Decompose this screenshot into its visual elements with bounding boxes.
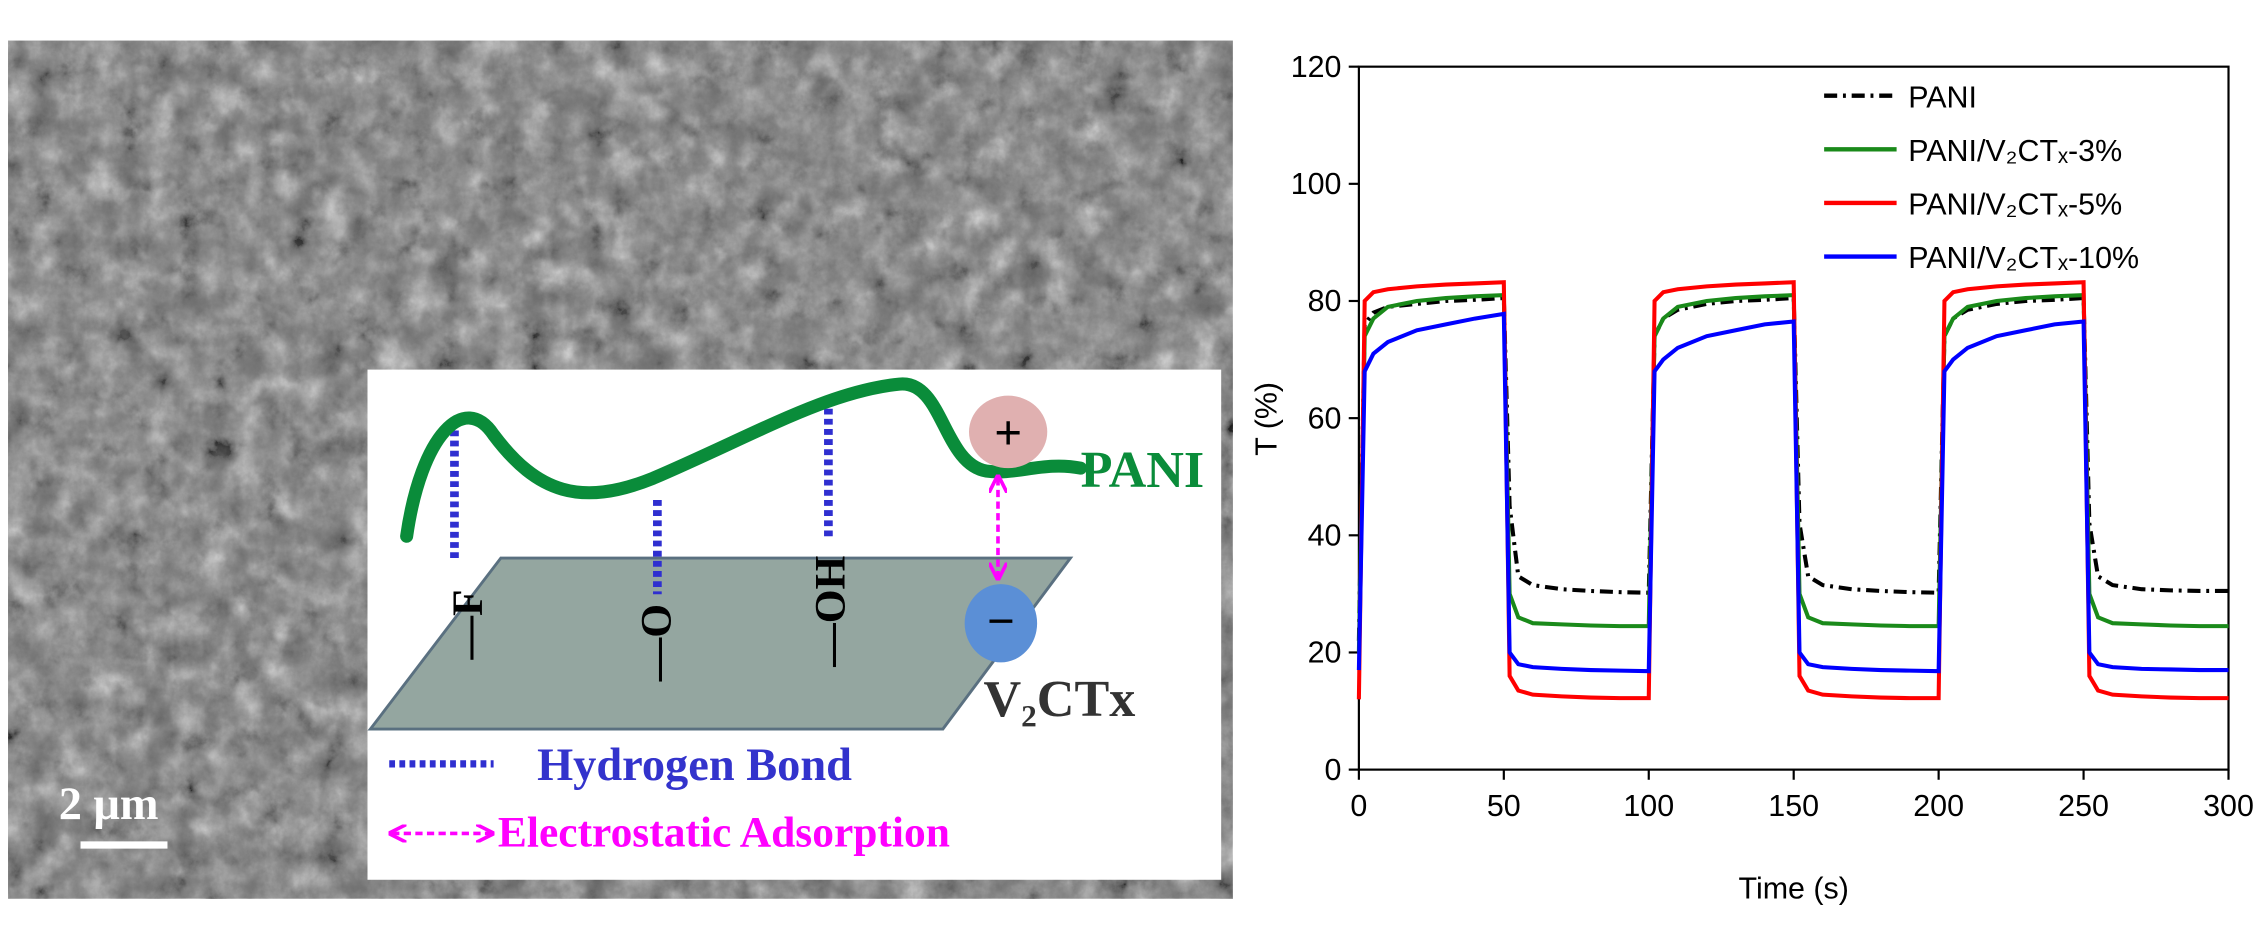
group-label: —OH	[806, 555, 854, 667]
pani-chain	[400, 377, 1088, 543]
legend-label: PANI	[1908, 80, 1977, 114]
y-tick-label: 120	[1291, 50, 1342, 84]
y-tick-label: 100	[1291, 167, 1342, 201]
positive-charge	[968, 395, 1048, 469]
y-tick-label: 20	[1308, 636, 1342, 670]
x-tick-label: 150	[1768, 789, 1819, 823]
pani-label: PANI	[1081, 442, 1205, 499]
x-tick-label: 50	[1487, 789, 1521, 823]
data-line	[1356, 280, 2229, 701]
x-tick-label: 100	[1623, 789, 1674, 823]
scale-bar-label: 2 μm	[59, 779, 159, 830]
x-tick-label: 300	[2203, 789, 2254, 823]
negative-sign: −	[987, 594, 1015, 649]
hydrogen-bonds	[450, 408, 833, 595]
legend-label: PANI/V₂CTₓ-10%	[1908, 241, 2139, 275]
data-line	[1356, 311, 2229, 674]
y-tick-label: 80	[1308, 284, 1342, 318]
legend-hbond: Hydrogen Bond	[537, 740, 852, 791]
y-tick-label: 60	[1308, 401, 1342, 435]
y-tick-label: 0	[1325, 753, 1342, 787]
legend-electrostatic: Electrostatic Adsorption	[498, 808, 950, 856]
negative-charge	[964, 584, 1038, 663]
group-label: —F	[444, 589, 492, 660]
x-tick-label: 200	[1913, 789, 1964, 823]
substrate-sheet	[367, 556, 1074, 731]
legend-label: PANI/V₂CTₓ-3%	[1908, 134, 2122, 168]
x-tick-label: 0	[1350, 789, 1367, 823]
x-tick-label: 250	[2058, 789, 2109, 823]
group-label: —O	[632, 604, 680, 682]
substrate-label: V₂CTx	[983, 671, 1135, 728]
y-tick-label: 40	[1308, 518, 1342, 552]
y-axis-title: T (%)	[1249, 382, 1283, 456]
legend-label: PANI/V₂CTₓ-5%	[1908, 188, 2122, 222]
x-axis-title: Time (s)	[1738, 872, 1848, 906]
positive-sign: +	[994, 405, 1022, 460]
